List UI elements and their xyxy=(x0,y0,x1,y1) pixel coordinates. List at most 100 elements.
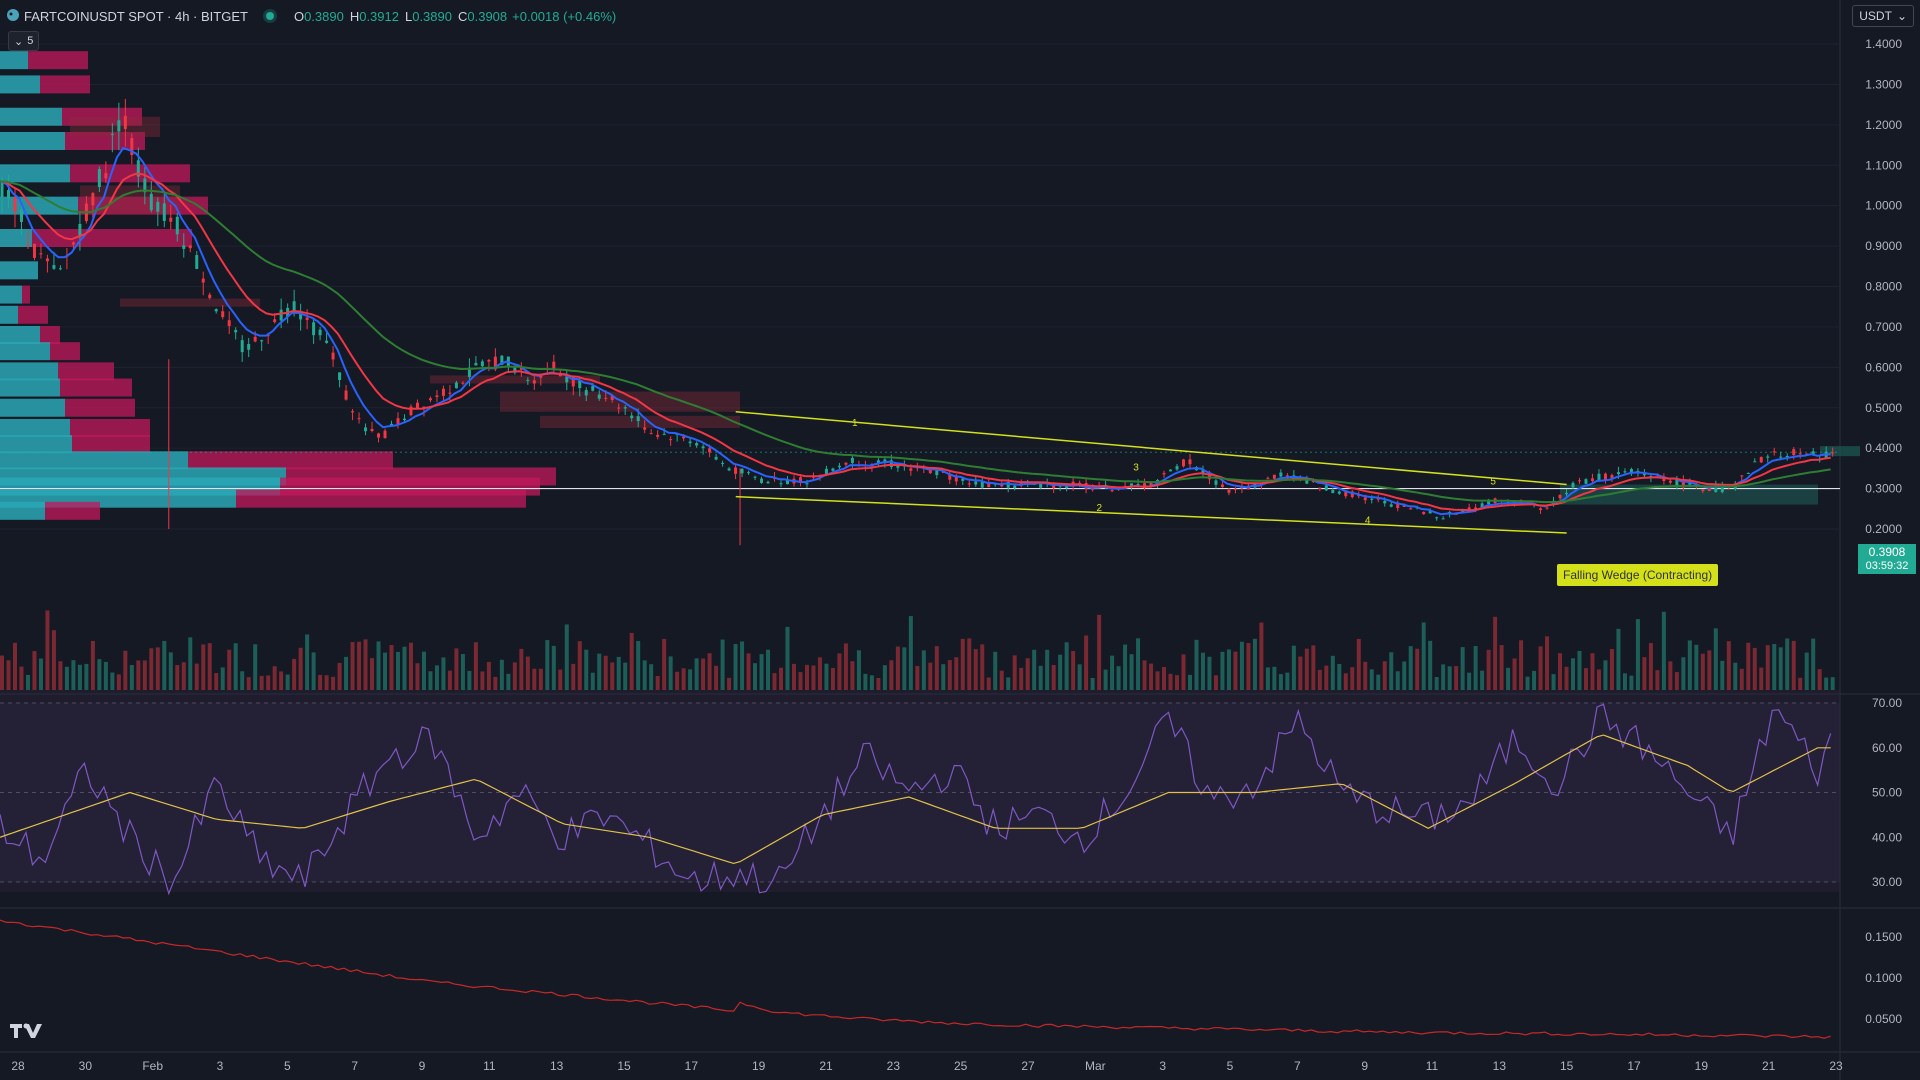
volume-profile-buy-bar xyxy=(0,164,70,183)
candle-body xyxy=(513,367,517,373)
candle-body xyxy=(565,376,569,383)
candle-body xyxy=(58,268,62,270)
candle-body xyxy=(662,433,666,435)
candle-body xyxy=(1136,484,1140,486)
candle-body xyxy=(1272,474,1276,479)
candle-body xyxy=(156,201,160,212)
candle-body xyxy=(1285,475,1289,477)
symbol-title[interactable]: FARTCOINUSDT SPOT · 4h · BITGET xyxy=(24,8,248,24)
volume-bar xyxy=(668,656,673,690)
open-value: 0.3890 xyxy=(304,8,344,24)
candle-body xyxy=(364,427,368,432)
wedge-upper-line xyxy=(735,411,1567,486)
volume-bar xyxy=(201,644,206,690)
volume-bar xyxy=(408,642,413,690)
volume-bar xyxy=(279,671,284,690)
volume-bar xyxy=(817,657,822,690)
volume-bar xyxy=(1239,641,1244,690)
candle-body xyxy=(1279,472,1283,477)
volume-profile-sell-bar xyxy=(18,305,48,324)
candle-body xyxy=(643,427,647,430)
candle-body xyxy=(91,193,95,206)
volume-bar xyxy=(499,659,504,690)
currency-label: USDT xyxy=(1859,9,1892,23)
volume-bar xyxy=(1473,646,1478,690)
candle-body xyxy=(760,478,764,483)
volume-bar xyxy=(876,677,881,690)
volume-profile-buy-bar xyxy=(0,342,50,361)
candle-body xyxy=(630,415,634,419)
candle-body xyxy=(1753,461,1757,463)
volume-bar xyxy=(207,643,212,690)
volume-bar xyxy=(525,656,530,690)
volume-profile-buy-bar xyxy=(0,132,65,150)
candle-body xyxy=(1331,489,1335,494)
supply-zone xyxy=(500,391,740,412)
volume-bar xyxy=(590,672,595,690)
rsi-tick-label: 70.00 xyxy=(1872,696,1902,710)
volume-bar xyxy=(337,662,342,690)
currency-selector[interactable]: USDT ⌄ xyxy=(1852,5,1914,27)
volume-profile-buy-bar xyxy=(0,75,40,94)
volume-profile-sell-bar xyxy=(72,435,150,454)
tradingview-logo-icon[interactable] xyxy=(10,1022,42,1045)
candle-body xyxy=(974,481,978,485)
volume-bar xyxy=(941,664,946,690)
candle-body xyxy=(461,382,465,384)
rsi-line xyxy=(0,703,1832,896)
volume-profile-sell-bar xyxy=(65,398,135,417)
candle-body xyxy=(1714,485,1718,492)
volume-bar xyxy=(395,651,400,690)
volume-profile-sell-bar xyxy=(40,75,90,94)
volume-bar xyxy=(181,662,186,690)
candle-body xyxy=(1065,486,1069,489)
sub-tick-label: 0.1000 xyxy=(1865,971,1902,985)
candle-body xyxy=(1565,492,1569,495)
volume-bar xyxy=(1304,648,1309,690)
price-tick-label: 0.6000 xyxy=(1865,360,1902,374)
volume-bar xyxy=(908,616,913,690)
volume-bar xyxy=(1629,675,1634,690)
volume-bar xyxy=(1278,674,1283,690)
volume-bar xyxy=(882,665,887,690)
candle-body xyxy=(1792,449,1796,456)
candle-body xyxy=(552,361,556,371)
volume-bar xyxy=(1739,668,1744,690)
candle-body xyxy=(208,294,212,299)
indicator-collapse-button[interactable]: ⌄ 5 xyxy=(8,31,40,51)
wedge-point-label: 4 xyxy=(1365,516,1371,527)
candle-body xyxy=(1207,473,1211,480)
volume-profile-buy-bar xyxy=(0,305,18,324)
volume-bar xyxy=(519,648,524,690)
volume-profile-buy-bar xyxy=(0,196,78,215)
time-tick-label: 27 xyxy=(1021,1059,1035,1073)
volume-bar xyxy=(629,632,634,690)
candle-body xyxy=(338,372,342,381)
candle-body xyxy=(1798,453,1802,455)
volume-bar xyxy=(103,661,108,690)
volume-bar xyxy=(1545,636,1550,690)
volume-profile-buy-bar xyxy=(0,418,70,437)
candle-body xyxy=(1422,511,1426,515)
volume-bar xyxy=(1759,667,1764,690)
time-tick-label: 3 xyxy=(217,1059,224,1073)
candle-body xyxy=(1305,479,1309,484)
volume-bar xyxy=(1200,652,1205,690)
volume-bar xyxy=(1512,658,1517,690)
volume-bar xyxy=(564,624,569,690)
falling-wedge-label[interactable]: Falling Wedge (Contracting) xyxy=(1557,564,1719,586)
high-label: H xyxy=(349,8,360,24)
volume-bar xyxy=(58,661,63,690)
candle-body xyxy=(325,340,329,343)
candle-body xyxy=(1318,487,1322,490)
candle-body xyxy=(104,173,108,179)
volume-bar xyxy=(1525,676,1530,690)
volume-bar xyxy=(993,651,998,690)
candle-body xyxy=(604,397,608,399)
candle-body xyxy=(1130,483,1134,487)
time-tick-label: 17 xyxy=(685,1059,699,1073)
volume-bar xyxy=(434,665,439,690)
volume-bar xyxy=(733,644,738,690)
candle-body xyxy=(1759,457,1763,463)
